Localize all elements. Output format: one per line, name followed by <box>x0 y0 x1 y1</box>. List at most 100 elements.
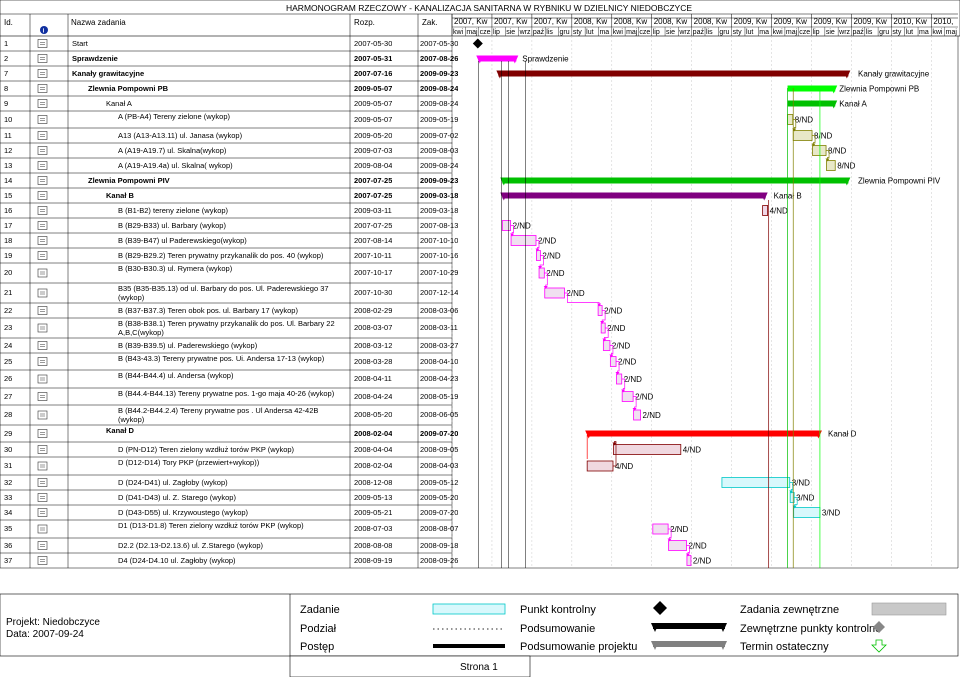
task-start: 2009-05-07 <box>354 98 393 108</box>
task-name[interactable]: Sprawdzenie <box>72 53 118 63</box>
task-bar <box>721 477 791 488</box>
task-end: 2009-07-20 <box>420 428 459 438</box>
task-icon <box>37 176 48 185</box>
legend-progress-swatch <box>433 644 505 648</box>
task-name[interactable]: D (D43-D55) ul. Krzywoustego (wykop) <box>118 507 249 517</box>
task-name[interactable]: B (B29-B29.2) Teren prywatny przykanalik… <box>118 250 324 260</box>
summary-bar-end <box>830 100 838 109</box>
task-id: 18 <box>4 235 13 245</box>
legend-milestone-swatch <box>653 601 667 615</box>
task-name[interactable]: B (B39-B39.5) ul. Paderewskiego (wykop) <box>118 340 258 350</box>
legend-summary-end <box>719 623 727 632</box>
task-name[interactable]: B (B38-B38.1) Teren prywatny przykanalik… <box>118 319 335 337</box>
task-icon <box>37 524 48 534</box>
task-name[interactable]: D (D12-D14) Tory PKP (przewiert+wykop)) <box>118 458 260 467</box>
task-id: 32 <box>4 477 13 487</box>
bar-label: 2/ND <box>513 222 531 231</box>
task-end: 2009-03-18 <box>420 190 459 200</box>
bar-label: 2/ND <box>538 237 556 246</box>
task-name[interactable]: A (PB-A4) Tereny zielone (wykop) <box>118 112 230 121</box>
quarter-label: 2007, Kw <box>454 17 488 26</box>
task-bar <box>613 444 682 455</box>
bar-label: 2/ND <box>566 289 584 298</box>
task-name[interactable]: D (PN-D12) Teren zielony wzdłuż torów PK… <box>118 444 295 454</box>
task-icon <box>37 146 48 155</box>
task-bar <box>621 391 634 402</box>
bar-label: 2/ND <box>618 358 636 367</box>
task-name[interactable]: B (B44-B44.4) ul. Andersa (wykop) <box>118 371 234 380</box>
task-name[interactable]: B (B29-B33) ul. Barbary (wykop) <box>118 220 226 230</box>
task-start: 2008-02-04 <box>354 428 393 438</box>
task-name[interactable]: Zlewnia Pompowni PB <box>88 83 169 93</box>
task-icon <box>37 341 48 350</box>
task-end: 2008-04-10 <box>420 356 459 366</box>
month-label: lis <box>706 29 713 36</box>
task-name[interactable]: Start <box>72 38 88 48</box>
dependency-arrow <box>600 321 605 324</box>
dependency-arrow <box>685 553 690 557</box>
dependency-arrow <box>538 266 543 269</box>
task-start: 2007-05-30 <box>354 38 393 48</box>
task-name[interactable]: Kanał A <box>106 98 132 108</box>
task-end: 2009-05-19 <box>420 114 459 124</box>
task-name[interactable]: A (A19-A19.4a) ul. Skalna( wykop) <box>118 160 233 170</box>
bar-label: 2/ND <box>612 342 630 351</box>
quarter-label: 2009, Kw <box>853 17 887 26</box>
task-name[interactable]: A13 (A13-A13.11) ul. Janasa (wykop) <box>118 130 243 140</box>
task-name[interactable]: D2.2 (D2.13-D2.13.6) ul. Z.Starego (wyko… <box>118 540 264 550</box>
task-bar <box>538 267 545 279</box>
month-label: lut <box>906 29 913 36</box>
bar-label: 2/ND <box>546 269 564 278</box>
task-name[interactable]: A (A19-A19.7) ul. Skalna(wykop) <box>118 145 227 155</box>
task-name[interactable]: Zlewnia Pompowni PIV <box>88 175 170 185</box>
task-start: 2009-05-07 <box>354 114 393 124</box>
task-bar <box>668 540 687 551</box>
task-name[interactable]: B (B44.4-B44.13) Tereny prywatne pos. 1-… <box>118 389 335 398</box>
task-start: 2007-10-11 <box>354 250 392 260</box>
task-id: 29 <box>4 428 13 438</box>
legend-summary-start <box>651 623 659 632</box>
month-label: sie <box>826 29 835 36</box>
dependency-arrow <box>667 538 672 542</box>
task-name[interactable]: Kanał D <box>106 426 134 435</box>
month-label: kwi <box>932 29 943 36</box>
task-name[interactable]: B (B44.2-B44.2.4) Tereny prywatne pos . … <box>118 406 319 424</box>
task-name[interactable]: B (B37-B37.3) Teren obok pos. ul. Barbar… <box>118 305 298 315</box>
task-name[interactable]: D (D41-D43) ul. Z. Starego (wykop) <box>118 492 236 502</box>
task-id: 13 <box>4 160 13 170</box>
legend-project-summary-label: Podsumowanie projektu <box>520 641 637 653</box>
legend-project-summary-end <box>719 641 727 650</box>
col-id-header: Id. <box>4 18 13 27</box>
quarter-label: 2007, Kw <box>534 17 568 26</box>
dependency-arrow <box>602 338 607 342</box>
task-icon <box>37 191 48 200</box>
task-end: 2007-08-13 <box>420 220 459 230</box>
task-end: 2009-08-24 <box>420 160 459 170</box>
task-icon <box>37 410 48 420</box>
project-date: Data: 2007-09-24 <box>6 629 84 640</box>
task-id: 37 <box>4 555 13 565</box>
month-label: gru <box>879 29 889 36</box>
task-name[interactable]: B35 (B35-B35.13) od ul. Barbary do pos. … <box>118 284 329 302</box>
task-bar <box>600 322 606 334</box>
task-name[interactable]: D (D24-D41) ul. Zagłoby (wykop) <box>118 477 228 487</box>
summary-bar-end <box>843 177 851 186</box>
task-start: 2007-05-31 <box>354 53 393 63</box>
task-name[interactable]: B (B1-B2) tereny zielone (wykop) <box>118 205 229 215</box>
header: HARMONOGRAM RZECZOWY - KANALIZACJA SANIT… <box>0 0 960 36</box>
task-name[interactable]: D1 (D13-D1.8) Teren zielony wzdłuż torów… <box>118 521 304 530</box>
task-name[interactable]: Kanały grawitacyjne <box>72 68 145 78</box>
task-name[interactable]: B (B30-B30.3) ul. Rymera (wykop) <box>118 264 233 273</box>
task-end: 2009-07-20 <box>420 507 459 517</box>
summary-bar <box>587 430 820 437</box>
task-name[interactable]: Kanał B <box>106 190 134 200</box>
task-name[interactable]: D4 (D24-D4.10 ul. Zagłoby (wykop) <box>118 555 236 565</box>
task-icon <box>37 357 48 366</box>
task-name[interactable]: B (B43-43.3) Tereny prywatne pos. Ui. An… <box>118 354 325 363</box>
task-id: 2 <box>4 53 9 63</box>
task-bar <box>616 373 623 385</box>
task-bar <box>544 287 565 299</box>
task-start: 2007-10-17 <box>354 268 393 277</box>
task-name[interactable]: B (B39-B47) ul Paderewskiego(wykop) <box>118 235 247 245</box>
dependency-arrow <box>597 303 602 307</box>
